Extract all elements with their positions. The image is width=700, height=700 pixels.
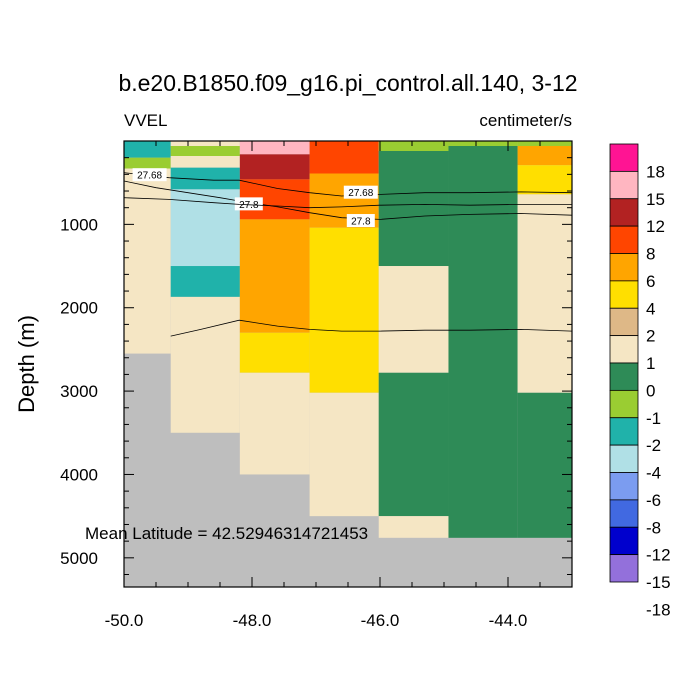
contour-label: 27.68 <box>348 188 373 199</box>
colorbar-label: 12 <box>646 217 665 236</box>
velocity-cell <box>239 154 310 180</box>
velocity-cell <box>309 141 379 174</box>
contour-label: 27.68 <box>137 171 162 182</box>
velocity-cell <box>517 146 572 166</box>
velocity-cell <box>170 141 240 147</box>
chart-title: b.e20.B1850.f09_g16.pi_control.all.140, … <box>118 70 577 96</box>
velocity-cell <box>309 392 379 517</box>
colorbar-label: 6 <box>646 272 655 291</box>
velocity-cell <box>517 392 572 538</box>
colorbar-label: -6 <box>646 491 661 510</box>
velocity-cell <box>170 146 240 157</box>
colorbar-swatch <box>609 307 639 337</box>
density-contour-line <box>170 319 573 337</box>
axis-ticks: -50.0 -48.0 -46.0 -44.0 1000 2000 3000 4000 5000 <box>60 141 573 630</box>
units-label: centimeter/s <box>479 111 572 130</box>
y-tick-label: 5000 <box>60 549 98 568</box>
colorbar-swatch <box>609 389 639 419</box>
contour-label-box <box>132 168 167 182</box>
colorbar-label: -15 <box>646 573 671 592</box>
velocity-cell <box>517 194 572 393</box>
contour-label-box <box>343 185 378 199</box>
colorbar-label: -12 <box>646 546 671 565</box>
colorbar-swatch <box>609 499 639 528</box>
velocity-cell <box>378 372 449 517</box>
contour-label-box <box>346 214 375 228</box>
colorbar-label: 1 <box>646 354 655 373</box>
colorbar-label: 18 <box>646 162 665 181</box>
x-tick-label: -44.0 <box>489 611 528 630</box>
velocity-cell <box>124 168 171 354</box>
velocity-cells <box>124 141 572 538</box>
velocity-cell <box>170 156 240 168</box>
colorbar-swatch <box>609 280 639 309</box>
velocity-cell <box>517 141 572 147</box>
y-tick-label: 2000 <box>60 299 98 318</box>
velocity-cell <box>378 516 449 538</box>
contour-label-box <box>234 197 263 211</box>
x-tick-label: -50.0 <box>105 611 144 630</box>
velocity-cell <box>378 266 449 373</box>
velocity-cell <box>170 296 240 433</box>
colorbar-label: -18 <box>646 600 671 619</box>
colorbar: 18 15 12 8 6 4 2 1 0 -1 -2 -4 -6 -8 -12 -15 -18 <box>609 143 671 619</box>
contour-label: 27.8 <box>351 217 371 228</box>
velocity-cell <box>448 141 518 147</box>
density-contour-line <box>123 172 573 197</box>
contour-label: 27.8 <box>239 200 259 211</box>
velocity-cell <box>517 165 572 195</box>
colorbar-swatch <box>609 444 639 473</box>
velocity-cell <box>239 372 310 475</box>
colorbar-swatch <box>609 170 639 200</box>
density-contour-line <box>123 197 572 209</box>
density-contours: 27.68 27.68 27.8 27.8 <box>123 168 573 337</box>
colorbar-swatch <box>609 472 639 501</box>
colorbar-label: 0 <box>646 381 655 400</box>
colorbar-label: 2 <box>646 327 655 346</box>
colorbar-swatch <box>609 554 639 583</box>
colorbar-swatch <box>609 362 639 391</box>
plot-area: 27.68 27.68 27.8 27.8 Mean Latitude = 42.52… <box>60 140 573 630</box>
velocity-cell <box>170 266 240 297</box>
velocity-cell <box>124 157 171 169</box>
velocity-cell <box>309 227 379 393</box>
velocity-cell <box>378 151 449 267</box>
velocity-cell <box>239 141 310 155</box>
colorbar-swatch <box>609 335 639 364</box>
velocity-cell <box>170 167 240 190</box>
colorbar-label: -1 <box>646 409 661 428</box>
colorbar-label: 15 <box>646 190 665 209</box>
colorbar-swatch <box>609 143 639 172</box>
velocity-cell <box>124 141 171 158</box>
colorbar-swatch <box>609 225 639 254</box>
colorbar-swatch <box>609 526 639 556</box>
velocity-cell <box>378 141 449 152</box>
colorbar-swatch <box>609 198 639 227</box>
y-tick-label: 4000 <box>60 465 98 484</box>
colorbar-label: 4 <box>646 299 655 318</box>
colorbar-label: -4 <box>646 464 661 483</box>
variable-label: VVEL <box>124 111 167 130</box>
colorbar-label: -8 <box>646 518 661 537</box>
x-tick-label: -48.0 <box>233 611 272 630</box>
colorbar-swatch <box>609 417 639 446</box>
velocity-cell <box>239 332 310 373</box>
y-tick-label: 1000 <box>60 215 98 234</box>
y-tick-label: 3000 <box>60 382 98 401</box>
velocity-cell <box>170 189 240 267</box>
colorbar-label: 8 <box>646 245 655 264</box>
velocity-cell <box>239 219 310 333</box>
mean-latitude-annotation: Mean Latitude = 42.52946314721453 <box>85 524 368 543</box>
colorbar-swatch <box>609 253 639 282</box>
x-tick-label: -46.0 <box>361 611 400 630</box>
y-axis-label: Depth (m) <box>14 315 39 413</box>
colorbar-label: -2 <box>646 436 661 455</box>
velocity-cell <box>448 146 518 538</box>
density-contour-line <box>123 180 573 220</box>
